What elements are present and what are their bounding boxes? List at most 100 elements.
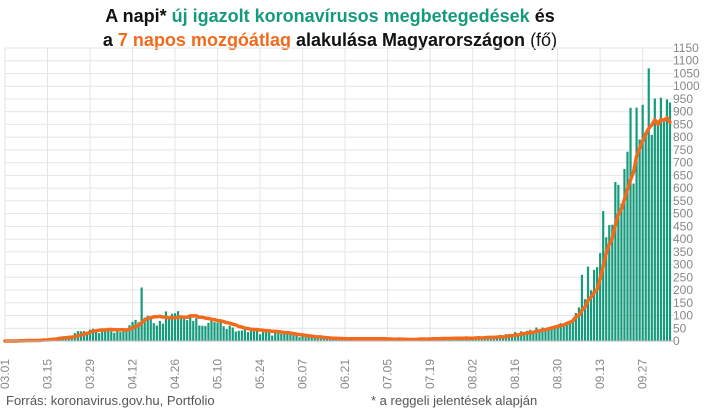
bar [207,322,210,341]
bar [277,331,280,341]
y-tick-label: 900 [673,105,693,119]
bar [629,107,632,341]
footer: Forrás: koronavirus.gov.hu, Portfolio * … [6,393,716,408]
x-tick-label: 04.12 [126,359,140,389]
bar [319,337,322,341]
y-tick-label: 550 [673,194,693,208]
bar [158,320,161,341]
x-tick-label: 03.15 [41,359,55,389]
y-tick-label: 850 [673,117,693,131]
title-text: alakulása Magyarországon [290,30,526,50]
bar [517,333,520,341]
bar [91,328,95,341]
y-tick-label: 0 [673,334,680,348]
x-axis: 03.01 03.15 03.29 04.12 04.26 05.10 05.24 06.07… [0,340,674,389]
bar [189,316,192,341]
bar-series [13,68,672,342]
bar [316,338,319,341]
moving-average-series [3,116,672,343]
bar [271,335,274,341]
x-tick-label: 06.07 [296,359,310,389]
bar [322,338,325,341]
bar [550,327,553,341]
x-tick-label: 09.13 [593,359,607,389]
bar [665,99,669,341]
moving-average-line [3,116,672,343]
y-tick-label: 150 [673,296,693,310]
bar [286,332,289,341]
bar [152,323,155,341]
bar [265,331,268,341]
bar [289,333,292,341]
chart-title: A napi* új igazolt koronavírusos megbete… [0,4,660,52]
bar [110,331,113,341]
title-text: a [102,30,118,50]
y-tick-label: 950 [673,92,693,106]
bar [128,325,131,341]
y-tick-label: 100 [673,309,693,323]
bar [228,325,231,341]
footnote-text: * a reggeli jelentések alapján [371,393,538,408]
y-tick-label: 450 [673,219,693,233]
x-tick-label: 05.10 [211,359,225,389]
bar [535,327,538,341]
bar [201,325,204,341]
bar [450,339,453,341]
bar [240,330,243,341]
bar [662,119,666,342]
bar [301,335,304,341]
y-tick-label: 200 [673,283,693,297]
bar [255,328,259,341]
bar [192,320,195,341]
y-tick-label: 1100 [673,54,699,68]
bar [653,98,656,341]
bar [602,211,605,341]
bar [143,317,146,341]
bar [635,107,638,341]
bar [125,330,128,341]
y-tick-label: 500 [673,207,693,221]
bar [167,319,171,341]
bar [571,320,574,341]
bar [274,331,277,341]
bar [310,337,313,341]
bar [325,338,328,341]
bar [623,169,626,341]
title-bars-legend: új igazolt koronavírusos megbetegedések [171,6,530,26]
bar [656,120,659,341]
bar [131,321,134,341]
bar [119,332,122,341]
bar [195,318,198,341]
bar [547,329,550,341]
bar [113,332,116,341]
x-tick-label: 03.29 [83,359,97,389]
bar [180,318,183,341]
bar [146,315,149,341]
bar [67,337,70,341]
bar [149,318,152,341]
bar [328,338,332,341]
bar [520,331,523,341]
x-tick-label: 09.27 [636,359,650,389]
bar [183,319,186,341]
bar [280,333,283,341]
bar [88,329,92,341]
bar [532,333,535,341]
bar [98,333,101,341]
y-tick-label: 800 [673,130,693,144]
bar [331,339,335,341]
bar [583,299,587,341]
y-tick-label: 650 [673,168,693,182]
bar [304,337,307,341]
bar [638,139,641,341]
bar [216,322,219,341]
y-tick-label: 700 [673,156,693,170]
x-tick-label: 06.21 [338,359,352,389]
bar [668,102,672,342]
bar [574,312,577,341]
bar [577,307,580,341]
bar [632,183,635,341]
bar [107,328,110,341]
y-tick-label: 400 [673,232,693,246]
